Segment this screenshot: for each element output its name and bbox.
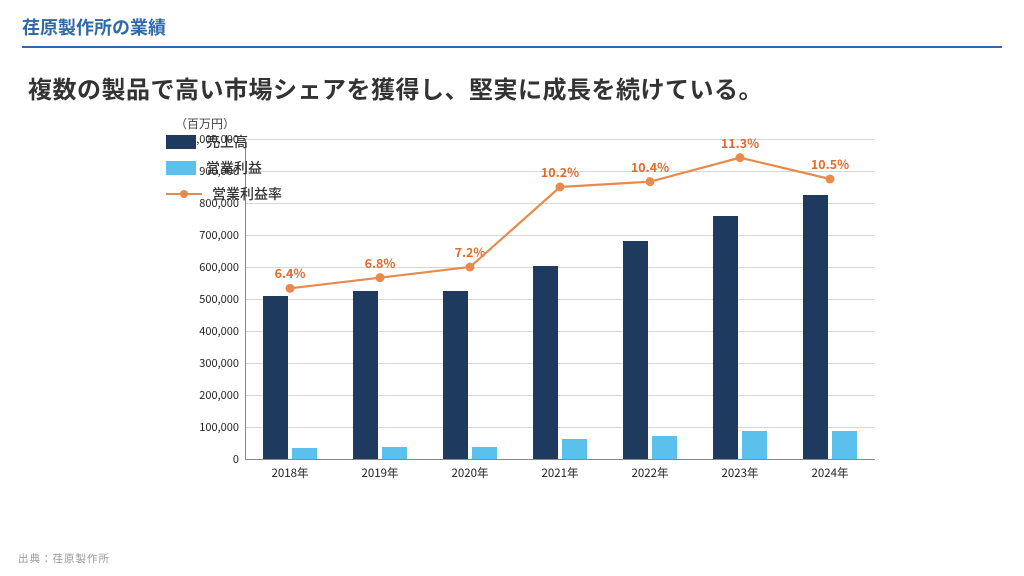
legend-label: 営業利益率	[212, 184, 282, 204]
legend-label: 売上高	[206, 132, 248, 152]
y-axis-unit: （百万円）	[175, 115, 235, 132]
swatch-line	[166, 187, 202, 201]
legend-item-line: 営業利益率	[166, 184, 282, 204]
x-tick-label: 2023年	[695, 465, 785, 481]
y-tick-label: 500,000	[175, 291, 239, 307]
x-tick-label: 2020年	[425, 465, 515, 481]
x-tick-label: 2018年	[245, 465, 335, 481]
plot-area: 0100,000200,000300,000400,000500,000600,…	[245, 139, 875, 459]
swatch-bar2	[166, 161, 196, 175]
line-series	[245, 139, 875, 459]
legend-item-bar1: 売上高	[166, 132, 282, 152]
y-tick-label: 200,000	[175, 387, 239, 403]
x-tick-label: 2021年	[515, 465, 605, 481]
slide: 荏原製作所の業績 複数の製品で高い市場シェアを獲得し、堅実に成長を続けている。 …	[0, 0, 1024, 576]
legend-item-bar2: 営業利益	[166, 158, 282, 178]
x-tick-label: 2022年	[605, 465, 695, 481]
gridline	[245, 459, 875, 460]
chart-legend: 売上高 営業利益 営業利益率	[166, 132, 282, 210]
y-tick-label: 700,000	[175, 227, 239, 243]
swatch-bar1	[166, 135, 196, 149]
legend-label: 営業利益	[206, 158, 262, 178]
chart: （百万円） 0100,000200,000300,000400,000500,0…	[175, 115, 895, 515]
x-tick-label: 2024年	[785, 465, 875, 481]
y-tick-label: 600,000	[175, 259, 239, 275]
slide-subtitle: 複数の製品で高い市場シェアを獲得し、堅実に成長を続けている。	[28, 70, 996, 105]
y-tick-label: 300,000	[175, 355, 239, 371]
x-tick-label: 2019年	[335, 465, 425, 481]
y-tick-label: 0	[175, 451, 239, 467]
y-tick-label: 100,000	[175, 419, 239, 435]
y-tick-label: 400,000	[175, 323, 239, 339]
slide-header: 荏原製作所の業績	[22, 14, 1002, 48]
source-citation: 出典：荏原製作所	[18, 551, 110, 566]
